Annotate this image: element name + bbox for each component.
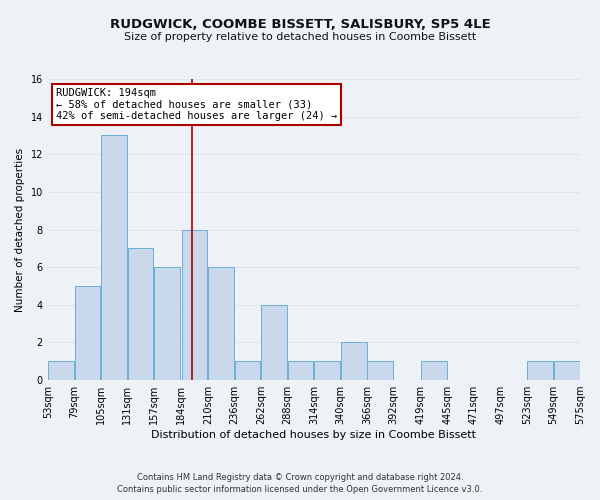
Text: Contains HM Land Registry data © Crown copyright and database right 2024.: Contains HM Land Registry data © Crown c… xyxy=(137,472,463,482)
Bar xyxy=(421,362,447,380)
Bar xyxy=(75,286,100,380)
Text: Contains public sector information licensed under the Open Government Licence v3: Contains public sector information licen… xyxy=(118,485,482,494)
Bar xyxy=(154,267,180,380)
Bar xyxy=(288,362,313,380)
Bar xyxy=(101,136,127,380)
Bar xyxy=(128,248,154,380)
Y-axis label: Number of detached properties: Number of detached properties xyxy=(15,148,25,312)
Bar xyxy=(527,362,553,380)
Bar xyxy=(208,267,234,380)
Bar xyxy=(314,362,340,380)
Text: RUDGWICK, COOMBE BISSETT, SALISBURY, SP5 4LE: RUDGWICK, COOMBE BISSETT, SALISBURY, SP5… xyxy=(110,18,490,30)
Bar xyxy=(235,362,260,380)
Bar xyxy=(367,362,393,380)
Bar xyxy=(341,342,367,380)
Bar xyxy=(182,230,208,380)
Text: RUDGWICK: 194sqm
← 58% of detached houses are smaller (33)
42% of semi-detached : RUDGWICK: 194sqm ← 58% of detached house… xyxy=(56,88,337,121)
Bar xyxy=(48,362,74,380)
Bar xyxy=(261,305,287,380)
X-axis label: Distribution of detached houses by size in Coombe Bissett: Distribution of detached houses by size … xyxy=(151,430,476,440)
Bar xyxy=(554,362,580,380)
Text: Size of property relative to detached houses in Coombe Bissett: Size of property relative to detached ho… xyxy=(124,32,476,42)
